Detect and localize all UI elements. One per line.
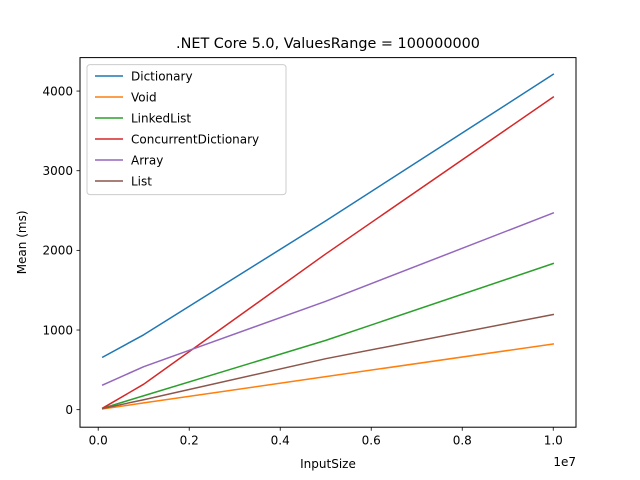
y-axis: 0 1000 2000 3000 4000 (42, 84, 80, 417)
y-tick-label: 3000 (42, 164, 73, 178)
legend-label-1: Void (131, 90, 157, 104)
legend-label-4: Array (131, 153, 163, 167)
series-line-2 (101, 262, 555, 410)
legend-label-2: LinkedList (131, 111, 191, 125)
x-axis: 0.0 0.2 0.4 0.6 0.8 1.0 (89, 427, 563, 448)
y-tick-label: 2000 (42, 244, 73, 258)
chart-title: .NET Core 5.0, ValuesRange = 100000000 (176, 36, 480, 52)
x-tick-label: 0.4 (271, 434, 290, 448)
x-tick-label: 0.6 (362, 434, 381, 448)
x-axis-offset-label: 1e7 (553, 455, 576, 469)
legend-label-0: Dictionary (131, 69, 193, 83)
series-line-1 (101, 343, 555, 410)
y-axis-label: Mean (ms) (15, 210, 29, 274)
x-tick-label: 0.8 (453, 434, 472, 448)
x-tick-label: 0.0 (89, 434, 108, 448)
y-tick-label: 0 (65, 403, 73, 417)
y-tick-label: 4000 (42, 84, 73, 98)
series-line-3 (101, 95, 555, 410)
plot-lines (101, 73, 555, 410)
y-tick-label: 1000 (42, 323, 73, 337)
plot-frame (79, 57, 577, 428)
series-line-5 (101, 313, 555, 410)
legend-label-5: List (131, 174, 152, 188)
legend-frame (86, 64, 287, 196)
series-line-0 (101, 73, 555, 359)
series-line-4 (101, 211, 555, 386)
legend: Dictionary Void LinkedList ConcurrentDictio… (86, 64, 287, 196)
legend-label-3: ConcurrentDictionary (131, 132, 259, 146)
x-axis-label: InputSize (300, 457, 356, 471)
x-tick-label: 0.2 (180, 434, 199, 448)
x-tick-label: 1.0 (544, 434, 563, 448)
